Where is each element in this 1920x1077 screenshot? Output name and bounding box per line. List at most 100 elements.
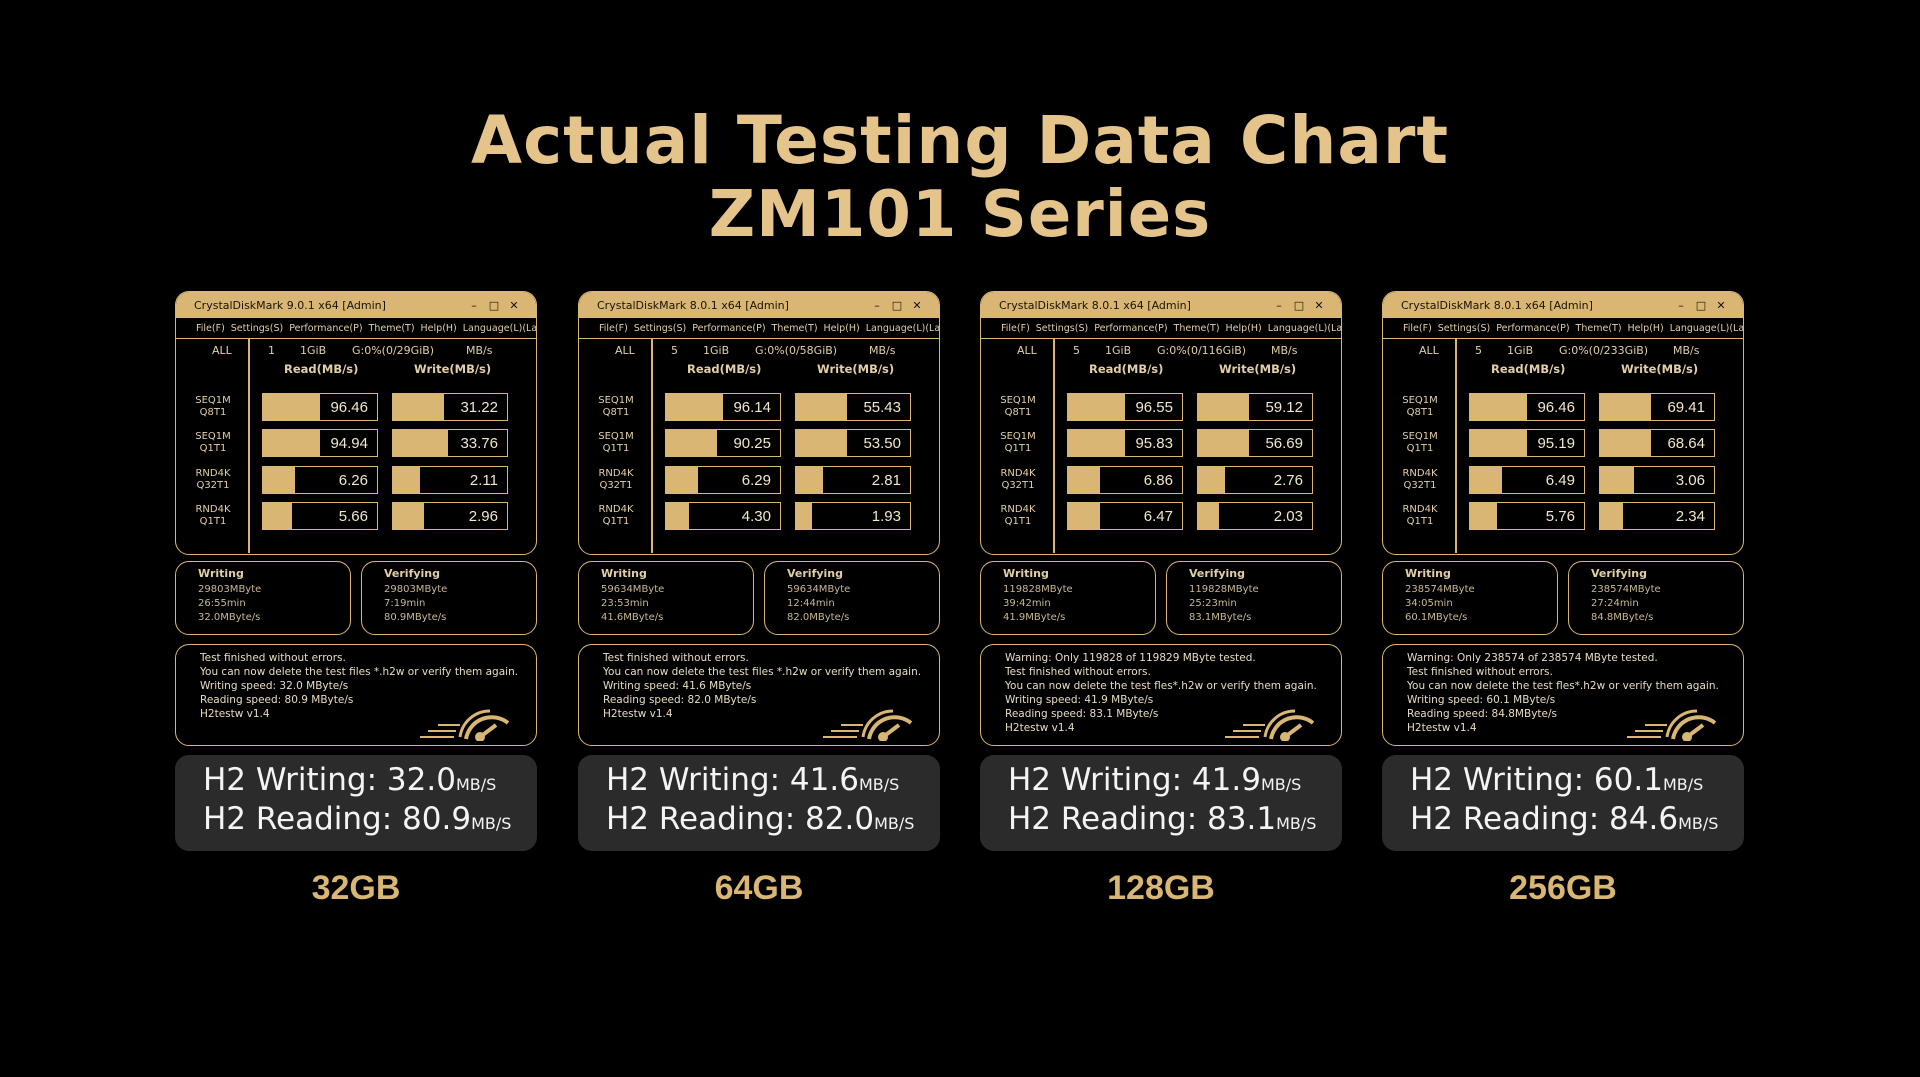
menu-item[interactable]: Theme(T) xyxy=(1173,322,1220,334)
row-label-line1: RND4K xyxy=(598,468,634,479)
count-select[interactable]: 5 xyxy=(1475,344,1482,357)
row-label: RND4K Q32T1 xyxy=(995,468,1041,492)
menu-item[interactable]: Language(L)(Language) xyxy=(462,322,537,334)
minimize-icon[interactable]: – xyxy=(874,298,880,312)
menu-item[interactable]: Performance(P) xyxy=(289,322,363,334)
all-button[interactable]: ALL xyxy=(1419,344,1439,357)
menu-item[interactable]: Help(H) xyxy=(1225,322,1262,334)
minimize-icon[interactable]: – xyxy=(1678,298,1684,312)
write-bar xyxy=(1600,430,1652,456)
menu-bar: File(F) Settings(S) Performance(P) Theme(T)… xyxy=(1383,318,1743,339)
size-select[interactable]: 1GiB xyxy=(1105,344,1132,357)
benchmark-panel: CrystalDiskMark 8.0.1 x64 [Admin] – □ ✕ … xyxy=(1382,291,1744,907)
write-value: 31.22 xyxy=(460,399,498,416)
size-select[interactable]: 1GiB xyxy=(703,344,730,357)
read-value: 96.46 xyxy=(1537,399,1575,416)
maximize-icon[interactable]: □ xyxy=(891,298,903,312)
window-titlebar[interactable]: CrystalDiskMark 8.0.1 x64 [Admin] – □ ✕ xyxy=(579,292,939,318)
write-cell: 59.12 xyxy=(1197,393,1313,421)
menu-item[interactable]: Language(L)(Language) xyxy=(1267,322,1342,334)
close-icon[interactable]: ✕ xyxy=(1314,298,1324,312)
read-cell: 95.19 xyxy=(1469,429,1585,457)
menu-item[interactable]: Settings(S) xyxy=(1437,322,1491,334)
count-select[interactable]: 1 xyxy=(268,344,275,357)
maximize-icon[interactable]: □ xyxy=(1293,298,1305,312)
unit-select[interactable]: MB/s xyxy=(466,344,493,357)
menu-item[interactable]: Help(H) xyxy=(823,322,860,334)
write-cell: 2.11 xyxy=(392,466,508,494)
maximize-icon[interactable]: □ xyxy=(488,298,500,312)
close-icon[interactable]: ✕ xyxy=(912,298,922,312)
benchmark-panel: CrystalDiskMark 8.0.1 x64 [Admin] – □ ✕ … xyxy=(980,291,1342,907)
window-titlebar[interactable]: CrystalDiskMark 8.0.1 x64 [Admin] – □ ✕ xyxy=(1383,292,1743,318)
row-label: SEQ1M Q1T1 xyxy=(995,431,1041,455)
drive-select[interactable]: G:0%(0/116GiB) xyxy=(1157,344,1247,357)
menu-item[interactable]: File(F) xyxy=(196,322,225,334)
menu-item[interactable]: File(F) xyxy=(599,322,628,334)
log-line: Test finished without errors. xyxy=(603,652,749,664)
close-icon[interactable]: ✕ xyxy=(1716,298,1726,312)
menu-item[interactable]: Settings(S) xyxy=(1035,322,1089,334)
size-select[interactable]: 1GiB xyxy=(300,344,327,357)
drive-select[interactable]: G:0%(0/233GiB) xyxy=(1559,344,1649,357)
unit-select[interactable]: MB/s xyxy=(1271,344,1298,357)
menu-item[interactable]: Theme(T) xyxy=(368,322,415,334)
menu-item[interactable]: Help(H) xyxy=(1627,322,1664,334)
maximize-icon[interactable]: □ xyxy=(1695,298,1707,312)
verifying-time: 27:24min xyxy=(1591,598,1639,609)
unit-select[interactable]: MB/s xyxy=(1673,344,1700,357)
drive-select[interactable]: G:0%(0/58GiB) xyxy=(755,344,838,357)
menu-item[interactable]: File(F) xyxy=(1403,322,1432,334)
unit-select[interactable]: MB/s xyxy=(869,344,896,357)
menu-item[interactable]: Performance(P) xyxy=(1496,322,1570,334)
window-titlebar[interactable]: CrystalDiskMark 9.0.1 x64 [Admin] – □ ✕ xyxy=(176,292,536,318)
menu-item[interactable]: Settings(S) xyxy=(230,322,284,334)
menu-item[interactable]: Language(L)(Language) xyxy=(1669,322,1744,334)
read-value: 94.94 xyxy=(330,435,368,452)
drive-select[interactable]: G:0%(0/29GiB) xyxy=(352,344,435,357)
write-cell: 2.76 xyxy=(1197,466,1313,494)
read-value: 6.47 xyxy=(1143,508,1173,525)
menu-item[interactable]: Performance(P) xyxy=(1094,322,1168,334)
verifying-speed: 82.0MByte/s xyxy=(787,612,850,623)
write-cell: 33.76 xyxy=(392,429,508,457)
capacity-label: 256GB xyxy=(1509,869,1617,907)
speedometer-icon xyxy=(420,697,510,745)
close-icon[interactable]: ✕ xyxy=(509,298,519,312)
size-select[interactable]: 1GiB xyxy=(1507,344,1534,357)
window-titlebar[interactable]: CrystalDiskMark 8.0.1 x64 [Admin] – □ ✕ xyxy=(981,292,1341,318)
log-line: Writing speed: 41.6 MByte/s xyxy=(603,680,752,692)
minimize-icon[interactable]: – xyxy=(471,298,477,312)
menu-item[interactable]: Language(L)(Language) xyxy=(865,322,940,334)
write-value: 2.76 xyxy=(1273,472,1303,489)
read-cell: 6.49 xyxy=(1469,466,1585,494)
h2-reading-line: H2 Reading: 83.1MB/S xyxy=(1008,802,1342,841)
read-value: 96.14 xyxy=(733,399,771,416)
write-value: 2.34 xyxy=(1675,508,1705,525)
write-bar xyxy=(1198,503,1219,529)
menu-item[interactable]: Settings(S) xyxy=(633,322,687,334)
row-label-line2: Q8T1 xyxy=(602,407,630,418)
count-select[interactable]: 5 xyxy=(671,344,678,357)
write-cell: 2.96 xyxy=(392,502,508,530)
menu-item[interactable]: File(F) xyxy=(1001,322,1030,334)
writing-label: Writing xyxy=(1405,567,1451,580)
read-value: 5.76 xyxy=(1545,508,1575,525)
menu-item[interactable]: Performance(P) xyxy=(692,322,766,334)
verifying-time: 25:23min xyxy=(1189,598,1237,609)
menu-item[interactable]: Theme(T) xyxy=(1575,322,1622,334)
writing-size: 119828MByte xyxy=(1003,584,1073,595)
all-button[interactable]: ALL xyxy=(1017,344,1037,357)
menu-item[interactable]: Help(H) xyxy=(420,322,457,334)
all-button[interactable]: ALL xyxy=(615,344,635,357)
all-button[interactable]: ALL xyxy=(212,344,232,357)
row-label-line1: RND4K xyxy=(1000,504,1036,515)
verifying-size: 238574MByte xyxy=(1591,584,1661,595)
read-value: 6.26 xyxy=(338,472,368,489)
menu-item[interactable]: Theme(T) xyxy=(771,322,818,334)
results-grid: ALL 1 1GiB G:0%(0/29GiB) MB/s Read(MB/s)… xyxy=(176,339,536,553)
h2-reading-unit: MB/S xyxy=(471,814,512,833)
count-select[interactable]: 5 xyxy=(1073,344,1080,357)
minimize-icon[interactable]: – xyxy=(1276,298,1282,312)
h2-reading-label: H2 Reading: xyxy=(606,801,796,837)
